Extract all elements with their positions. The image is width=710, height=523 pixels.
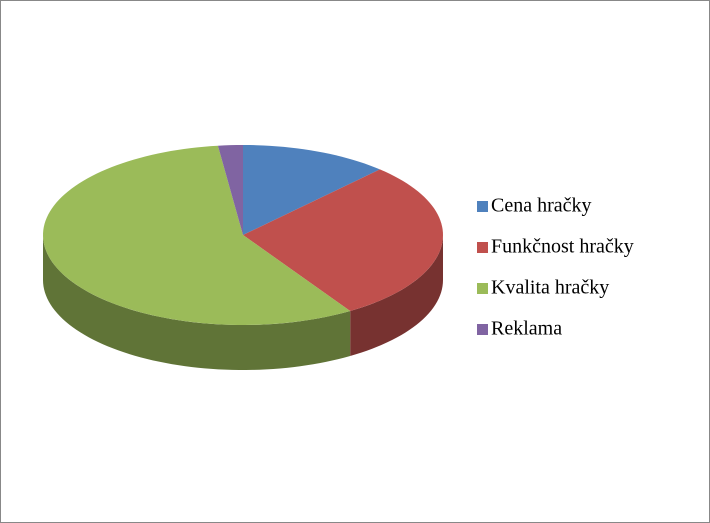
legend-swatch <box>477 201 488 212</box>
legend-label: Kvalita hračky <box>491 277 609 299</box>
slice <box>43 145 351 325</box>
legend-label: Reklama <box>491 318 562 340</box>
slice <box>243 169 443 311</box>
slice-side <box>350 235 443 356</box>
slice <box>243 145 380 235</box>
legend-swatch <box>477 242 488 253</box>
legend-swatch <box>477 283 488 294</box>
slice <box>217 145 243 235</box>
legend-label: Cena hračky <box>491 195 592 217</box>
slice-side <box>43 235 351 370</box>
legend-swatch <box>477 324 488 335</box>
legend-label: Funkčnost hračky <box>491 236 634 258</box>
